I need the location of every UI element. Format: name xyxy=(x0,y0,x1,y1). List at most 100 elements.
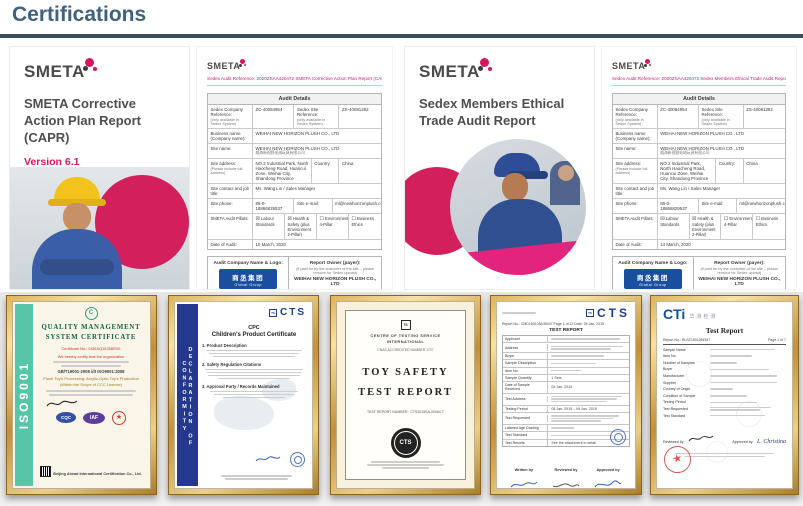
text-line xyxy=(207,371,301,373)
certificate-paper: TS CENTRE OF TESTING SERVICE INTERNATIONA… xyxy=(336,301,475,489)
checkbox-icon: ☒ xyxy=(287,216,292,222)
capr-version: Version 6.1 xyxy=(24,155,80,168)
text-line xyxy=(551,427,574,429)
text-line xyxy=(225,478,288,480)
page-title: Certifications xyxy=(12,3,147,26)
table-row: Sedex Company Reference: (only available … xyxy=(208,105,381,129)
etad-cover-text: SMETA Sedex Members Ethical Trade Audit … xyxy=(405,47,594,151)
field-label: Sedex Site Reference: (only available in … xyxy=(294,105,340,128)
text-line xyxy=(551,362,597,365)
row-label: Testing Period xyxy=(503,405,549,412)
text-line xyxy=(205,368,303,370)
signature-cell: Reviewed by xyxy=(546,458,586,489)
report-owner-cell: Report Owner (payer): (if paid for by th… xyxy=(694,257,785,289)
table-row: Date of Sample Received 05 Jan. 2015 xyxy=(503,381,629,393)
table-row: Buyer xyxy=(663,367,786,371)
table-row: Test Requested xyxy=(503,411,629,424)
report-body: TS CTS Report No.: CMD150105A35047 Page … xyxy=(496,301,636,489)
text-line xyxy=(710,395,747,397)
table-row: Site contact and job title: Ms. Wang Lin… xyxy=(613,184,785,199)
row-value xyxy=(548,413,629,424)
report-body: CTi 华测检测 Test Report Report No.: RLSZ150… xyxy=(656,301,793,458)
smeta-logo: SMETA xyxy=(24,58,97,80)
field-label: SMETA Audit Pillars: xyxy=(613,214,658,239)
qr-code xyxy=(40,466,51,477)
certificate-etad-cover[interactable]: SMETA Sedex Members Ethical Trade Audit … xyxy=(404,46,595,290)
approver-signature: L. Christina xyxy=(756,438,786,445)
row-value xyxy=(548,425,629,431)
row-label: Test Requested xyxy=(503,415,549,422)
pillar-option: ☒Health & Safety (plus Environment 2-Pil… xyxy=(285,214,317,239)
text-line xyxy=(213,355,295,357)
text-line xyxy=(370,461,440,463)
table-row: Sample Name xyxy=(663,348,786,352)
report-page: TS CENTRE OF TESTING SERVICE INTERNATIONA… xyxy=(345,310,466,480)
iaf-badge: IAF xyxy=(83,411,105,424)
table-row: Sedex Company Reference: (only available … xyxy=(613,105,785,129)
worker-arms xyxy=(40,259,114,275)
field-note: (if paid for by the customer of the site… xyxy=(700,266,779,275)
worker-face xyxy=(502,173,528,201)
cpc-certificate[interactable]: DECLARATION OF CONFORMITY TS CTS CPC Chi… xyxy=(168,295,319,495)
field-value: 10 March, 2020 xyxy=(255,242,286,247)
field-value: ml@newhorizonplush.com xyxy=(739,201,785,206)
table-row: Testing Period 05 Jan. 2015 – 09 Jan. 201… xyxy=(503,404,629,412)
etad-audit-details-page[interactable]: SMETA Sedex Audit Reference: 2020ZSAA420… xyxy=(601,46,797,290)
red-seal-icon: ★ xyxy=(112,410,126,425)
smeta-logo: SMETA xyxy=(612,59,652,71)
text-line xyxy=(710,401,758,404)
report-title: TEST REPORT xyxy=(549,328,583,333)
cts-emblem-icon: TS xyxy=(269,308,277,317)
smeta-logo: SMETA xyxy=(419,58,492,80)
field-label: Site address: (Please include full addres… xyxy=(208,159,253,183)
report-table: Applicant Address Buyer Sample Descripti… xyxy=(502,335,630,447)
smeta-dot-icon xyxy=(645,59,651,64)
field-value: WEIHAI NEW HORIZON PLUSH CO., LTD xyxy=(660,130,745,136)
field-value: 86-0-18866829537 xyxy=(658,199,699,213)
checkbox-icon: ☐ xyxy=(755,216,761,222)
table-title: Audit Details xyxy=(613,94,785,105)
capr-audit-details-page[interactable]: SMETA Sedex Audit Reference: 2020ZSAA420… xyxy=(196,46,393,290)
field-value: NO.2 Industrial Park, North Haocheng Roa… xyxy=(253,159,312,183)
iso9001-band: ISO9001 xyxy=(15,304,33,486)
field-label: Sedex Company Reference: (only available … xyxy=(208,105,253,128)
field-label: Country: xyxy=(716,159,744,183)
table-row: Number of Samples xyxy=(663,361,786,365)
pillar-option: ☐Business Ethics xyxy=(351,216,374,227)
table-row: Condition of Sample xyxy=(663,394,786,398)
text-line xyxy=(675,452,774,455)
row-label: Address xyxy=(503,344,549,351)
pillars-row: SMETA Audit Pillars: ☒Labour Standards ☒… xyxy=(208,214,381,240)
cti-test-report[interactable]: CTi 华测检测 Test Report Report No.: RLSZ150… xyxy=(650,295,799,495)
text-line xyxy=(551,369,582,372)
toy-safety-report[interactable]: TS CENTRE OF TESTING SERVICE INTERNATIONA… xyxy=(330,295,481,495)
blue-stamp-icon xyxy=(290,452,305,467)
row-label: Item No. xyxy=(503,367,549,374)
certificate-capr-cover[interactable]: SMETA SMETA Corrective Action Plan Repor… xyxy=(9,46,190,290)
signature-cell: Reviewed by xyxy=(663,430,714,448)
etad-title: Sedex Members Ethical Trade Audit Report xyxy=(419,96,565,128)
smeta-dot-icon xyxy=(649,64,652,66)
cts-emblem-icon: TS xyxy=(586,309,594,317)
checkbox-icon: ☒ xyxy=(692,216,697,222)
smeta-dot-icon xyxy=(239,64,243,67)
iso9001-certificate[interactable]: ISO9001 C QUALITY MANAGEMENT SYSTEM CERTI… xyxy=(6,295,157,495)
report-title: TOY SAFETY TEST REPORT xyxy=(358,367,453,398)
text-line xyxy=(710,409,761,411)
header-divider xyxy=(612,85,786,86)
cts-test-report[interactable]: TS CTS Report No.: CMD150105A35047 Page … xyxy=(490,295,642,495)
audit-company-cell: Audit Company Name & Logo: 商丞集团 Global G… xyxy=(613,257,694,289)
table-row: Country of Origin xyxy=(663,387,786,391)
field-value: ZC-40084954 xyxy=(658,105,699,128)
audit-company-logo: 商丞集团 Global Group xyxy=(623,269,682,289)
audit-company-table: Audit Company Name & Logo: 商丞集团 Global G… xyxy=(207,256,382,289)
pillar-option: ☒Labour Standards xyxy=(253,214,285,239)
text-line xyxy=(210,390,298,392)
table-row: Item No. xyxy=(663,354,786,358)
row-value xyxy=(548,360,629,366)
text-line xyxy=(710,381,777,384)
iso-title: QUALITY MANAGEMENT SYSTEM CERTIFICATE xyxy=(41,324,141,342)
report-number: Report No.: RLSZ1501284547 xyxy=(663,338,711,342)
field-label: Audit Company Name & Logo: xyxy=(618,261,688,266)
cpc-body: TS CTS CPC Children's Product Certificat… xyxy=(202,307,306,398)
